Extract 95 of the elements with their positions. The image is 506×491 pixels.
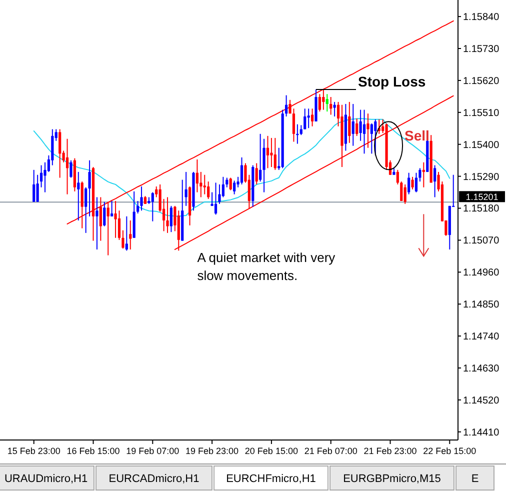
ref-line-label: 1.15201 <box>466 192 498 202</box>
candlestick <box>140 186 143 212</box>
text: EURCHFmicro,H1 <box>226 473 316 485</box>
x-tick-label: 20 Feb 15:00 <box>244 446 298 456</box>
y-tick-label: 1.15070 <box>463 236 500 247</box>
candlestick <box>396 169 399 185</box>
x-tick-label: 22 Feb 15:00 <box>423 446 476 456</box>
x-tick-label: 21 Feb 23:00 <box>364 446 417 456</box>
candlestick <box>122 230 124 250</box>
x-tick-label: 19 Feb 23:00 <box>186 446 239 456</box>
x-tick-label: 15 Feb 23:00 <box>7 446 60 456</box>
candlestick <box>266 135 270 169</box>
annotation: A quiet market with very slow movements. <box>197 250 336 284</box>
candlestick <box>66 138 69 195</box>
y-tick-label: 1.15840 <box>463 12 500 24</box>
candlestick <box>77 171 80 221</box>
text: EURGBPmicro,M15 <box>343 473 441 485</box>
candlestick <box>304 108 306 130</box>
candlestick <box>200 171 202 198</box>
y-tick-label: 1.14410 <box>463 427 500 438</box>
candlestick <box>170 205 173 233</box>
candlestick <box>118 210 121 240</box>
candlestick <box>110 200 114 217</box>
candlestick <box>318 94 322 112</box>
candlestick <box>330 96 332 116</box>
y-tick-label: 1.15180 <box>463 204 500 215</box>
y-tick-label: 1.15400 <box>463 140 500 151</box>
candlestick <box>404 184 406 204</box>
y-tick-label: 1.14960 <box>463 268 500 279</box>
candlestick <box>300 124 302 136</box>
candlestick <box>222 176 224 198</box>
candlestick <box>40 164 43 188</box>
candlestick <box>214 182 218 216</box>
candlestick <box>58 128 62 178</box>
candlestick <box>196 158 198 193</box>
candlestick <box>129 220 132 250</box>
candlestick <box>226 177 228 188</box>
candlestick <box>203 174 206 195</box>
y-tick-label: 1.15730 <box>463 44 500 55</box>
candlestick <box>348 101 351 144</box>
candlestick <box>70 160 72 178</box>
y-tick-label: 1.14740 <box>463 332 500 343</box>
candlestick <box>356 118 358 136</box>
candlestick <box>374 118 377 156</box>
candlestick <box>422 162 425 188</box>
candlestick <box>434 164 436 198</box>
text: URAUDmicro,H1 <box>4 473 88 485</box>
y-tick-label: 1.14630 <box>463 363 500 374</box>
candlestick <box>285 94 288 117</box>
y-tick-label: 1.15620 <box>463 76 500 87</box>
y-tick-label: 1.15510 <box>463 108 500 119</box>
candlestick <box>274 137 276 170</box>
text: EURCADmicro,H1 <box>108 473 200 485</box>
text: E <box>471 473 479 485</box>
candlestick <box>151 192 154 222</box>
y-tick-label: 1.15290 <box>463 172 500 183</box>
candlestick <box>207 181 210 200</box>
candlestick <box>370 122 373 154</box>
candlestick <box>411 176 414 190</box>
candlestick <box>292 108 296 142</box>
candlestick <box>307 108 310 129</box>
candlestick <box>103 201 106 227</box>
candlestick <box>352 103 354 146</box>
y-tick-label: 1.14520 <box>463 395 500 406</box>
candlestick <box>96 196 98 250</box>
candlestick <box>408 172 410 195</box>
annotation: Stop Loss <box>358 73 426 90</box>
candlestick <box>418 168 422 182</box>
candlestick <box>270 137 273 168</box>
candlestick <box>366 113 370 148</box>
x-tick-label: 21 Feb 07:00 <box>304 446 358 456</box>
candlestick <box>32 169 36 202</box>
candlestick <box>233 180 236 195</box>
x-tick-label: 19 Feb 07:00 <box>126 446 180 456</box>
line-series <box>174 95 454 250</box>
candlestick <box>36 174 39 202</box>
candlestick <box>359 109 362 142</box>
candlestick <box>362 109 366 154</box>
candlestick <box>255 162 258 185</box>
candlestick <box>240 156 244 185</box>
candlestick <box>259 133 262 182</box>
candlestick <box>326 94 328 112</box>
candlestick <box>166 196 169 234</box>
candlestick <box>414 172 418 193</box>
y-tick-label: 1.14850 <box>463 300 500 311</box>
candlestick <box>310 108 314 127</box>
candlestick <box>136 200 140 214</box>
candlestick <box>229 177 232 191</box>
candlestick <box>125 216 128 252</box>
candlestick <box>184 171 188 206</box>
candlestick <box>262 138 266 193</box>
x-tick-label: 16 Feb 15:00 <box>66 446 120 456</box>
candlestick <box>322 88 325 110</box>
candlestick <box>400 181 403 202</box>
annotation: Sell <box>404 128 430 144</box>
